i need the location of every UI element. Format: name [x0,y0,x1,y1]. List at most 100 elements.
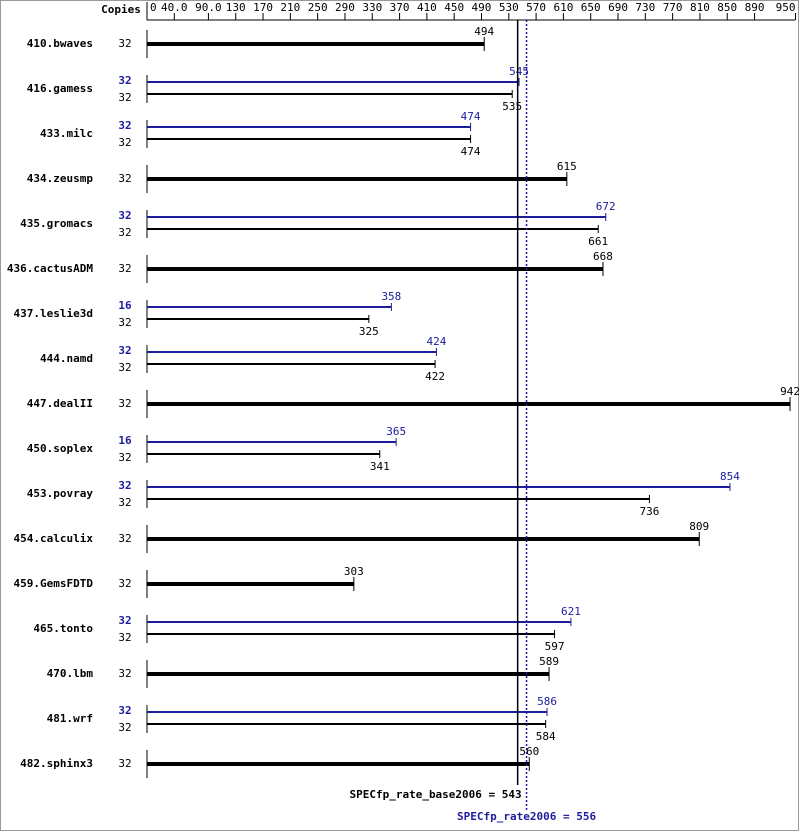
bar [147,126,471,128]
copies: 32 [118,704,131,717]
copies: 32 [118,667,131,680]
copies: 32 [118,577,131,590]
x-tick-label: 450 [444,1,464,14]
bar [147,138,471,140]
x-tick-label: 40.0 [161,1,188,14]
benchmark-name: 482.sphinx3 [20,757,93,770]
x-tick-label: 0 [150,1,157,14]
bar [147,453,380,455]
x-tick-label: 730 [635,1,655,14]
value-label: 545 [509,65,529,78]
value-label: 341 [370,460,390,473]
copies: 32 [118,136,131,149]
benchmark-name: 481.wrf [47,712,93,725]
value-label: 474 [461,110,481,123]
value-label: 661 [588,235,608,248]
copies: 32 [118,91,131,104]
benchmark-name: 444.namd [40,352,93,365]
copies: 32 [118,614,131,627]
x-tick-label: 810 [690,1,710,14]
reference-label: SPECfp_rate_base2006 = 543 [349,788,521,801]
x-tick-label: 370 [390,1,410,14]
benchmark-name: 453.povray [27,487,94,500]
benchmark-name: 410.bwaves [27,37,93,50]
value-label: 586 [537,695,557,708]
bar [147,216,606,218]
benchmark-name: 447.dealII [27,397,93,410]
bar [147,93,513,95]
x-tick-label: 290 [335,1,355,14]
bar [147,363,436,365]
copies: 32 [118,226,131,239]
value-label: 736 [639,505,659,518]
bar [147,306,392,308]
value-label: 584 [536,730,556,743]
copies: 32 [118,172,131,185]
benchmark-name: 433.milc [40,127,93,140]
bar [147,441,397,443]
copies: 32 [118,119,131,132]
x-tick-label: 130 [226,1,246,14]
copies: 32 [118,361,131,374]
copies: 32 [118,209,131,222]
x-tick-label: 850 [717,1,737,14]
bar [147,711,548,713]
copies: 32 [118,721,131,734]
benchmark-name: 470.lbm [47,667,94,680]
copies: 32 [118,397,131,410]
x-tick-label: 650 [581,1,601,14]
benchmark-name: 436.cactusADM [7,262,93,275]
x-tick-label: 170 [253,1,273,14]
x-tick-label: 690 [608,1,628,14]
value-label: 535 [502,100,522,113]
benchmark-name: 435.gromacs [20,217,93,230]
x-tick-label: 330 [362,1,382,14]
x-tick-label: 950 [776,1,796,14]
value-label: 365 [386,425,406,438]
copies: 16 [118,434,132,447]
value-label: 358 [381,290,401,303]
bar [147,81,520,83]
bar [147,177,567,181]
copies: 32 [118,316,131,329]
value-label: 422 [425,370,445,383]
x-tick-label: 490 [472,1,492,14]
copies: 32 [118,451,131,464]
benchmark-name: 450.soplex [27,442,94,455]
value-label: 494 [474,25,494,38]
copies: 32 [118,757,131,770]
bar [147,633,555,635]
value-label: 560 [519,745,539,758]
value-label: 615 [557,160,577,173]
bar [147,318,369,320]
benchmark-name: 437.leslie3d [14,307,93,320]
value-label: 668 [593,250,613,263]
value-label: 424 [426,335,446,348]
value-label: 303 [344,565,364,578]
bar [147,402,791,406]
bar [147,537,700,541]
x-tick-label: 210 [280,1,300,14]
benchmark-name: 465.tonto [33,622,93,635]
copies: 32 [118,496,131,509]
bar [147,498,650,500]
x-tick-label: 610 [553,1,573,14]
copies: 32 [118,262,131,275]
copies: 32 [118,74,131,87]
benchmark-name: 434.zeusmp [27,172,94,185]
copies-header: Copies [101,3,141,16]
value-label: 589 [539,655,559,668]
value-label: 672 [596,200,616,213]
value-label: 474 [461,145,481,158]
bar [147,762,530,766]
copies: 32 [118,479,131,492]
bar [147,582,354,586]
x-tick-label: 890 [745,1,765,14]
copies: 16 [118,299,132,312]
x-tick-label: 530 [499,1,519,14]
benchmark-name: 459.GemsFDTD [14,577,94,590]
copies: 32 [118,37,131,50]
benchmark-name: 454.calculix [14,532,94,545]
bar [147,723,546,725]
bar [147,621,571,623]
